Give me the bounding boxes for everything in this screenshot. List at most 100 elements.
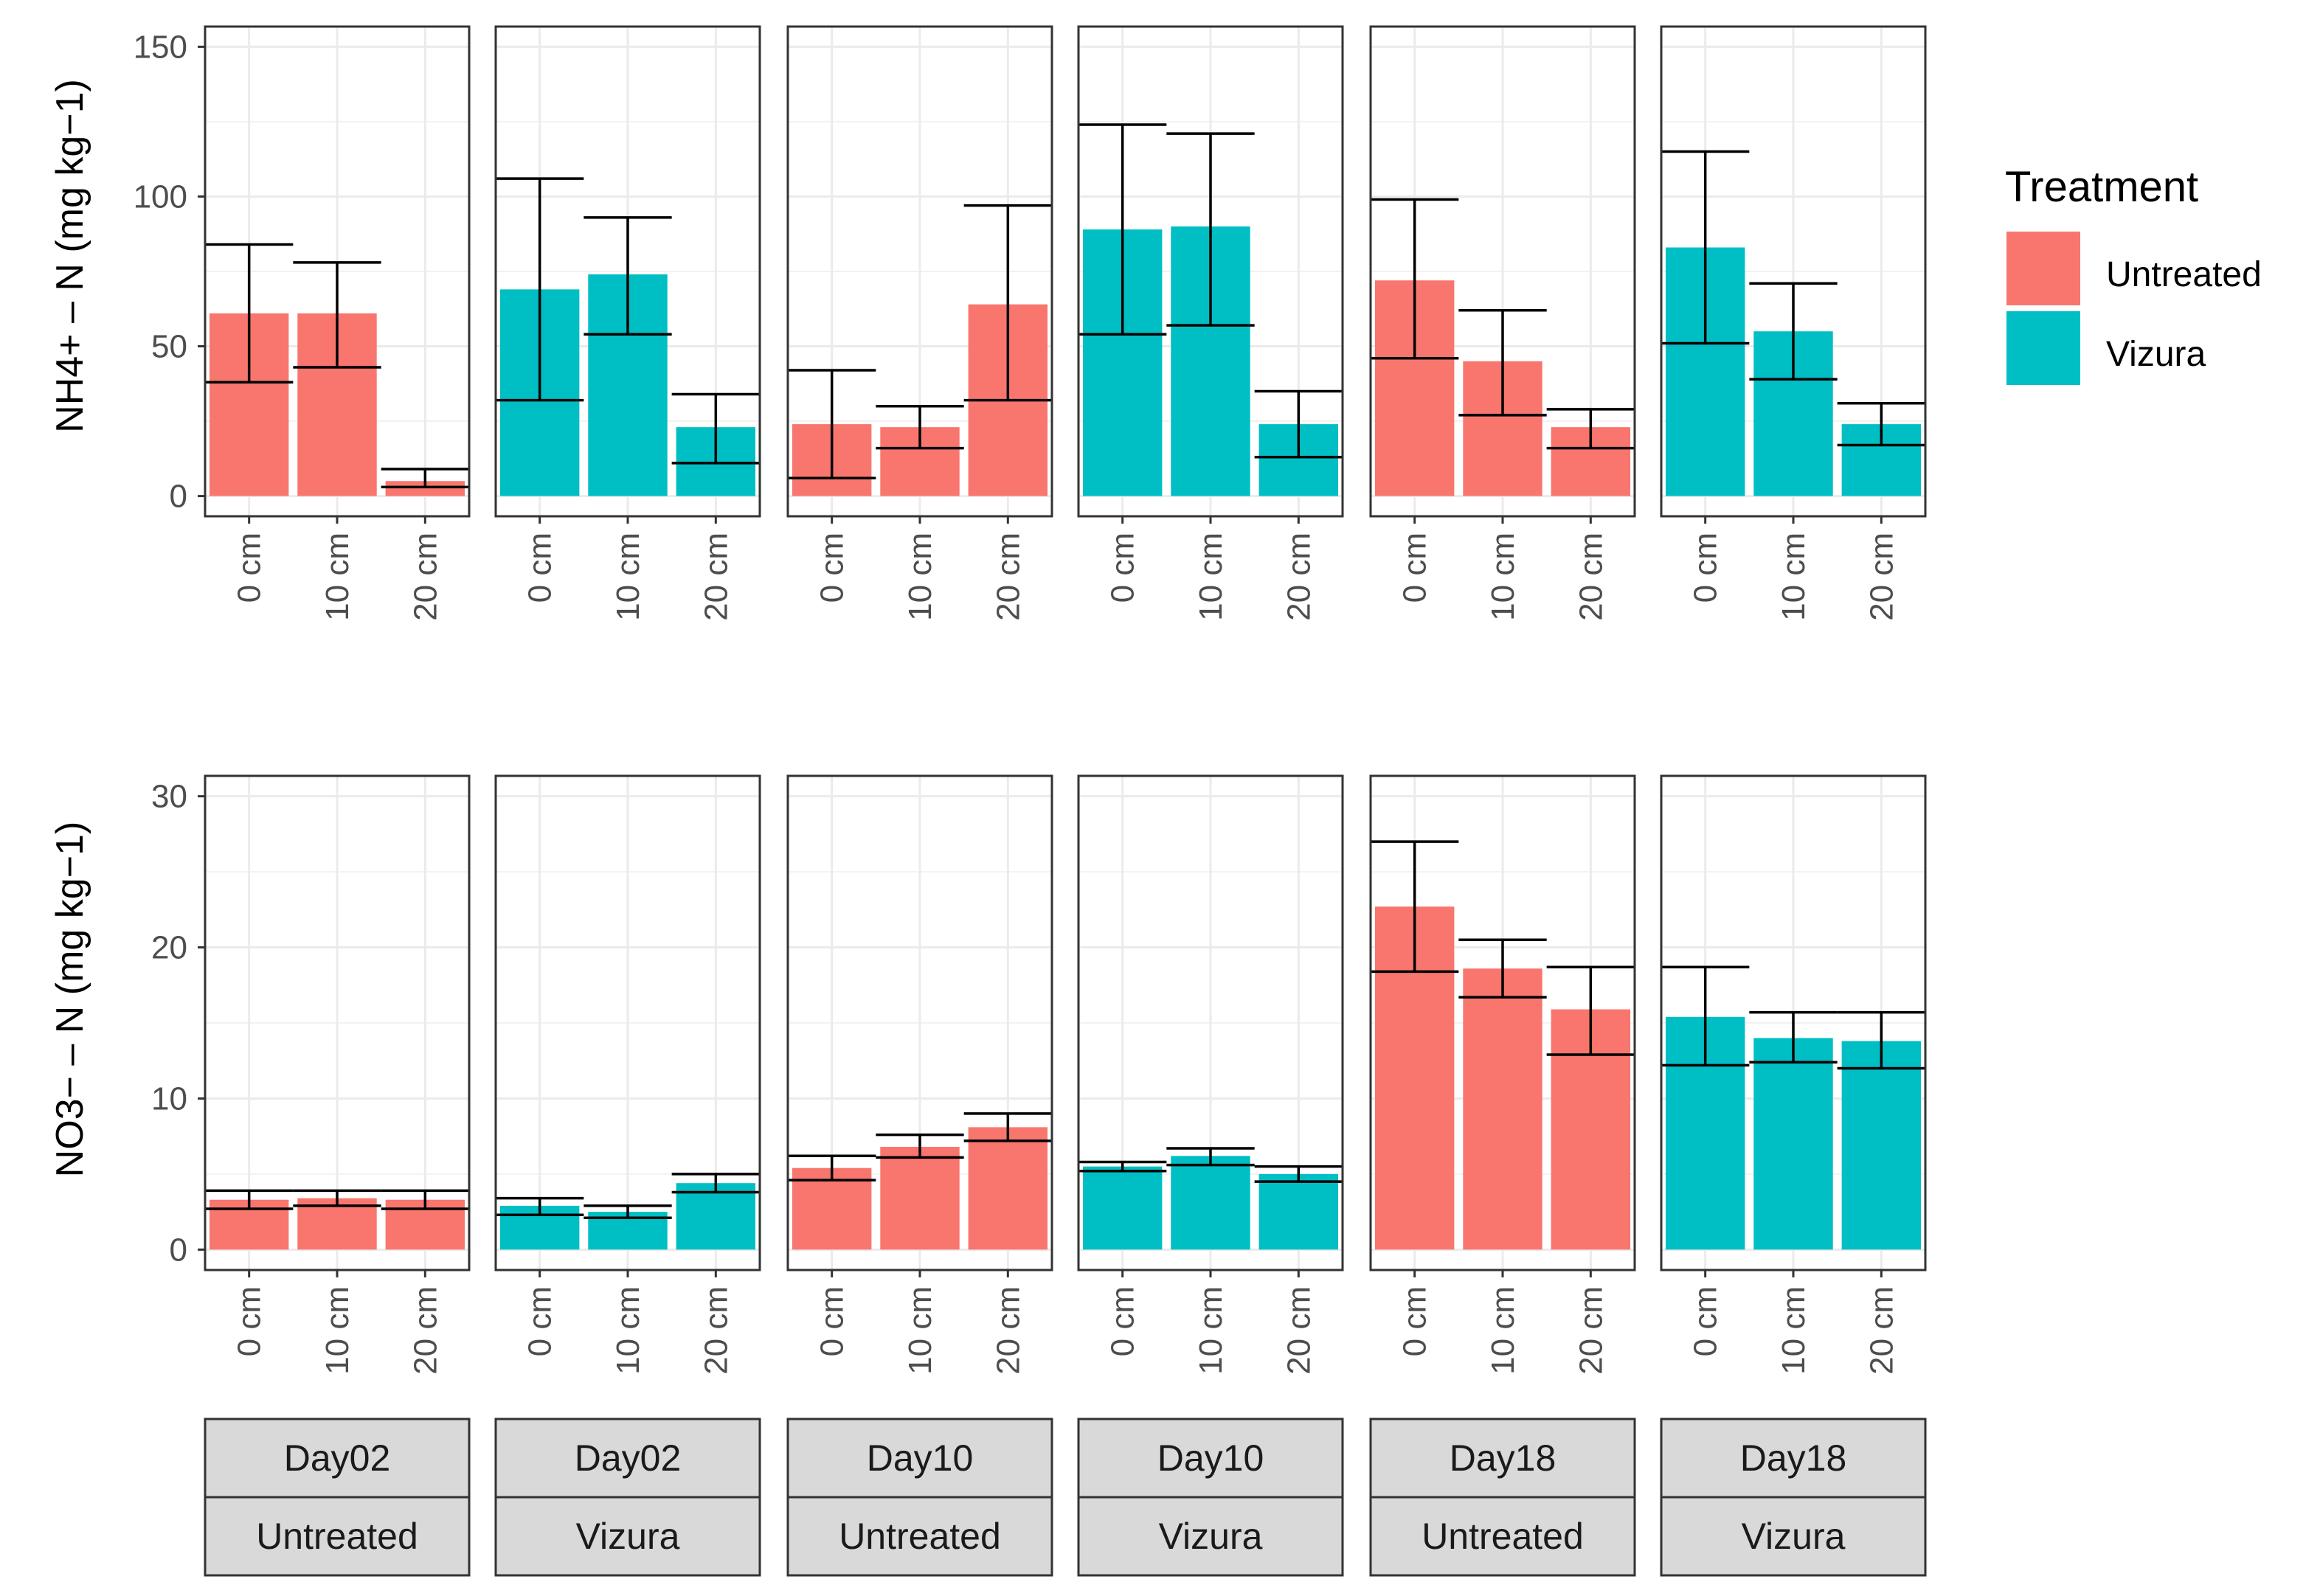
x-tick-label: 10 cm (1485, 532, 1521, 621)
x-tick-label: 10 cm (1776, 532, 1812, 621)
panel: 0 cm 10 cm 20 cm (204, 25, 471, 621)
legend-key-vizura (2006, 311, 2080, 385)
y-tick-label: 50 (151, 329, 187, 365)
strip-treatment-label: Vizura (1159, 1516, 1263, 1557)
y-axis-title-no3-text: NO3− – N (mg kg−1) (49, 822, 91, 1178)
panel: 0 cm 10 cm 20 cm (494, 25, 761, 621)
strip-treatment-box (1369, 1496, 1636, 1577)
x-tick-label: 0 cm (522, 532, 558, 603)
x-tick-label: 0 cm (232, 1286, 268, 1356)
legend-label-untreated: Untreated (2106, 255, 2262, 294)
strip-day-label: Day10 (1157, 1437, 1264, 1479)
strip-treatment-box (1077, 1496, 1344, 1577)
x-tick-label: 20 cm (1573, 1286, 1609, 1375)
panel: 0 cm 10 cm 20 cm (1660, 774, 1927, 1375)
y-tick-label: 150 (134, 29, 187, 65)
x-tick-label: 10 cm (1193, 1286, 1229, 1375)
x-tick-label: 20 cm (1573, 532, 1609, 621)
panel: 0 cm 10 cm 20 cm (204, 774, 471, 1375)
x-tick-label: 20 cm (407, 1286, 443, 1375)
panel-border (1077, 774, 1344, 1271)
x-tick-label: 10 cm (1776, 1286, 1812, 1375)
panel-border (1077, 25, 1344, 518)
panel: 0 cm 10 cm 20 cm (1660, 25, 1927, 621)
facet-strip: Day10 Vizura (1077, 1418, 1344, 1577)
panel-border (1660, 25, 1927, 518)
x-tick-label: 0 cm (814, 1286, 851, 1356)
x-tick-label: 10 cm (1485, 1286, 1521, 1375)
x-tick-label: 10 cm (1193, 532, 1229, 621)
bar (1753, 1038, 1833, 1250)
bar (792, 1167, 872, 1250)
strip-day-box (494, 1418, 761, 1499)
legend-label-vizura: Vizura (2106, 335, 2206, 374)
bar (1082, 1166, 1163, 1250)
strip-treatment-label: Untreated (1422, 1516, 1584, 1557)
x-tick-label: 10 cm (610, 1286, 646, 1375)
facet-strip: Day18 Untreated (1369, 1418, 1636, 1577)
x-tick-label: 20 cm (1281, 1286, 1317, 1375)
facet-strip: Day02 Untreated (204, 1418, 471, 1577)
x-tick-label: 0 cm (1688, 1286, 1724, 1356)
x-tick-label: 20 cm (990, 1286, 1026, 1375)
strip-day-box (1077, 1418, 1344, 1499)
x-tick-label: 10 cm (902, 532, 938, 621)
strip-day-box (1369, 1418, 1636, 1499)
panel: 0 cm 10 cm 20 cm (1077, 25, 1344, 621)
x-tick-label: 0 cm (1397, 532, 1433, 603)
y-axis-title-nh4-text: NH4+ – N (mg kg−1) (49, 79, 91, 433)
x-tick-label: 10 cm (319, 1286, 356, 1375)
panel: 0 cm 10 cm 20 cm (494, 774, 761, 1375)
strip-treatment-box (786, 1496, 1053, 1577)
strip-treatment-box (1660, 1496, 1927, 1577)
x-tick-label: 20 cm (990, 532, 1026, 621)
bar (1171, 1156, 1250, 1250)
y-tick-label: 10 (151, 1080, 187, 1117)
strip-day-label: Day10 (867, 1437, 974, 1479)
y-tick-label: 0 (170, 1232, 187, 1268)
strip-treatment-label: Vizura (576, 1516, 680, 1557)
x-tick-label: 0 cm (522, 1286, 558, 1356)
x-tick-label: 0 cm (1688, 532, 1724, 603)
x-tick-label: 10 cm (902, 1286, 938, 1375)
x-tick-label: 0 cm (1397, 1286, 1433, 1356)
x-tick-label: 20 cm (698, 532, 734, 621)
y-tick-label: 0 (170, 479, 187, 515)
y-axis-title-no3: NO3− – N (mg kg−1) (49, 822, 91, 1178)
bar (385, 481, 465, 496)
panel: 0 cm 10 cm 20 cm (1077, 774, 1344, 1375)
panel-border (1369, 25, 1636, 518)
x-tick-label: 20 cm (1863, 532, 1900, 621)
bar (1258, 1173, 1339, 1250)
strip-day-box (204, 1418, 471, 1499)
bar (968, 1127, 1048, 1250)
legend-key-untreated (2006, 232, 2080, 305)
strip-day-box (786, 1418, 1053, 1499)
panel-border (494, 25, 761, 518)
panel-border (494, 774, 761, 1271)
x-tick-label: 0 cm (814, 532, 851, 603)
facet-strip: Day10 Untreated (786, 1418, 1053, 1577)
strip-day-label: Day18 (1450, 1437, 1557, 1479)
strip-treatment-box (494, 1496, 761, 1577)
x-tick-label: 0 cm (232, 532, 268, 603)
strip-treatment-label: Vizura (1742, 1516, 1846, 1557)
x-tick-label: 0 cm (1105, 532, 1141, 603)
legend: Treatment Untreated Vizura (2005, 163, 2262, 385)
bar (676, 1183, 756, 1250)
legend-title: Treatment (2005, 163, 2198, 211)
panel-border (204, 774, 471, 1271)
panel: 0 cm 10 cm 20 cm (1369, 25, 1636, 621)
panel-border (204, 25, 471, 518)
bar (880, 1147, 960, 1250)
facet-strip: Day18 Vizura (1660, 1418, 1927, 1577)
x-tick-label: 10 cm (319, 532, 356, 621)
panel-border (1660, 774, 1927, 1271)
panel-border (786, 25, 1053, 518)
panel: 0 cm 10 cm 20 cm (1369, 774, 1636, 1375)
strip-treatment-label: Untreated (256, 1516, 418, 1557)
panel: 0 cm 10 cm 20 cm (786, 774, 1053, 1375)
bar (1841, 1041, 1922, 1250)
